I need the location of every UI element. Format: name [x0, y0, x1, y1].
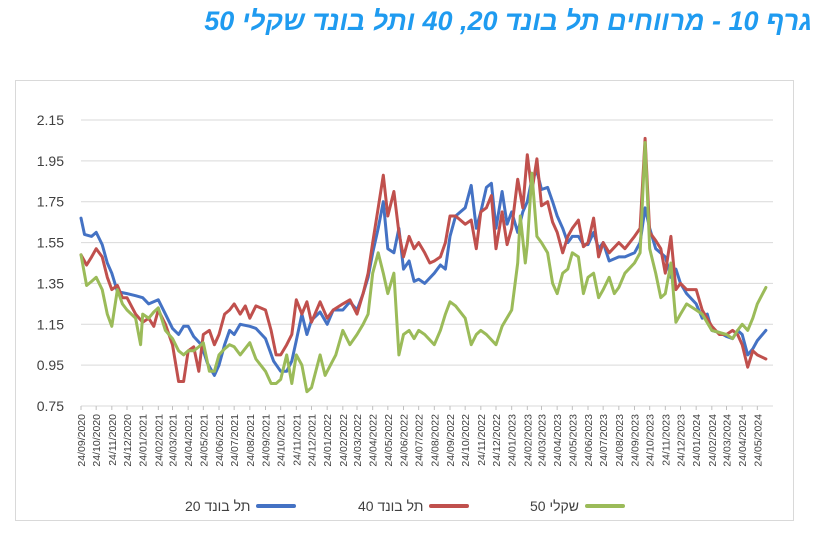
x-tick-label: 24/01/2024 [691, 414, 703, 467]
y-axis: 0.75 0.95 1.15 1.35 1.55 1.75 1.95 2.15 [37, 112, 64, 414]
x-tick-label: 24/08/2021 [245, 414, 257, 467]
legend-swatch [585, 504, 625, 508]
x-tick-label: 24/12/2022 [491, 414, 503, 467]
y-tick-label: 0.75 [37, 398, 64, 414]
x-tick-label: 24/12/2023 [675, 414, 687, 467]
y-tick-label: 2.15 [37, 112, 64, 128]
x-tick-label: 24/12/2020 [122, 414, 134, 467]
x-tick-label: 24/07/2021 [229, 414, 241, 467]
x-tick-label: 24/01/2021 [138, 414, 150, 467]
x-tick-label: 24/10/2022 [460, 414, 472, 467]
x-tick-label: 24/09/2022 [445, 414, 457, 467]
x-tick-label: 24/04/2022 [368, 414, 380, 467]
x-tick-label: 24/08/2023 [614, 414, 626, 467]
x-tick-label: 24/02/2021 [153, 414, 165, 467]
series-line [79, 141, 768, 394]
gridlines [81, 119, 773, 407]
x-tick-label: 24/01/2023 [507, 414, 519, 467]
x-tick-label: 24/06/2023 [583, 414, 595, 467]
legend-swatch [429, 504, 470, 508]
x-tick-label: 24/06/2022 [398, 414, 410, 467]
legend-label: תל בונד 40 [358, 498, 424, 514]
x-tick-label: 24/09/2021 [260, 414, 272, 467]
chart-title: גרף 10 - מרווחים תל בונד 20, 40 ותל בונד… [204, 6, 812, 36]
x-tick-label: 24/02/2023 [522, 414, 534, 467]
y-tick-label: 1.15 [37, 316, 64, 332]
x-tick-label: 24/05/2021 [198, 414, 210, 467]
x-tick-label: 24/08/2022 [429, 414, 441, 467]
legend-item-shekel50: שקלי 50 [530, 497, 625, 515]
legend-item-telbond20: תל בונד 20 [185, 497, 297, 515]
x-tick-label: 24/04/2021 [183, 414, 195, 467]
x-tick-label: 24/11/2021 [291, 414, 303, 466]
x-tick-label: 24/10/2021 [276, 414, 288, 467]
x-tick-label: 24/12/2021 [306, 414, 318, 467]
x-tick-label: 24/05/2022 [383, 414, 395, 467]
y-tick-label: 1.75 [37, 194, 64, 210]
x-tick-label: 24/09/2023 [629, 414, 641, 467]
y-tick-label: 1.35 [37, 275, 64, 291]
x-tick-label: 24/05/2024 [752, 414, 764, 467]
x-tick-label: 24/07/2022 [414, 414, 426, 467]
x-axis: 24/09/2020 24/10/2020 24/11/2020 24/12/2020… [76, 406, 764, 467]
x-tick-label: 24/06/2021 [214, 414, 226, 467]
x-tick-label: 24/03/2022 [352, 414, 364, 467]
x-tick-label: 24/05/2023 [567, 414, 579, 467]
x-tick-label: 24/11/2020 [107, 414, 119, 466]
legend-label: תל בונד 20 [185, 498, 251, 514]
legend: תל בונד 20 תל בונד 40 שקלי 50 [0, 497, 820, 515]
x-tick-label: 24/11/2023 [660, 414, 672, 466]
x-tick-label: 24/11/2022 [476, 414, 488, 466]
x-tick-label: 24/04/2023 [552, 414, 564, 467]
x-tick-label: 24/03/2021 [167, 414, 179, 467]
legend-label: שקלי 50 [530, 498, 579, 514]
x-tick-label: 24/01/2022 [322, 414, 334, 467]
x-tick-label: 24/09/2020 [76, 414, 88, 467]
legend-swatch [256, 504, 297, 508]
chart-frame [15, 80, 794, 521]
series-lines [79, 136, 768, 394]
x-tick-label: 24/02/2022 [338, 414, 350, 467]
x-tick-label: 24/10/2023 [645, 414, 657, 467]
y-tick-label: 0.95 [37, 357, 64, 373]
x-tick-label: 24/02/2024 [707, 414, 719, 467]
y-tick-label: 1.95 [37, 153, 64, 169]
x-tick-label: 24/07/2023 [598, 414, 610, 467]
x-tick-label: 24/03/2024 [721, 414, 733, 467]
x-tick-label: 24/10/2020 [91, 414, 103, 467]
x-tick-label: 24/03/2023 [536, 414, 548, 467]
legend-item-telbond40: תל בונד 40 [358, 497, 470, 515]
x-tick-label: 24/04/2024 [737, 414, 749, 467]
y-tick-label: 1.55 [37, 235, 64, 251]
series-line [79, 136, 768, 383]
